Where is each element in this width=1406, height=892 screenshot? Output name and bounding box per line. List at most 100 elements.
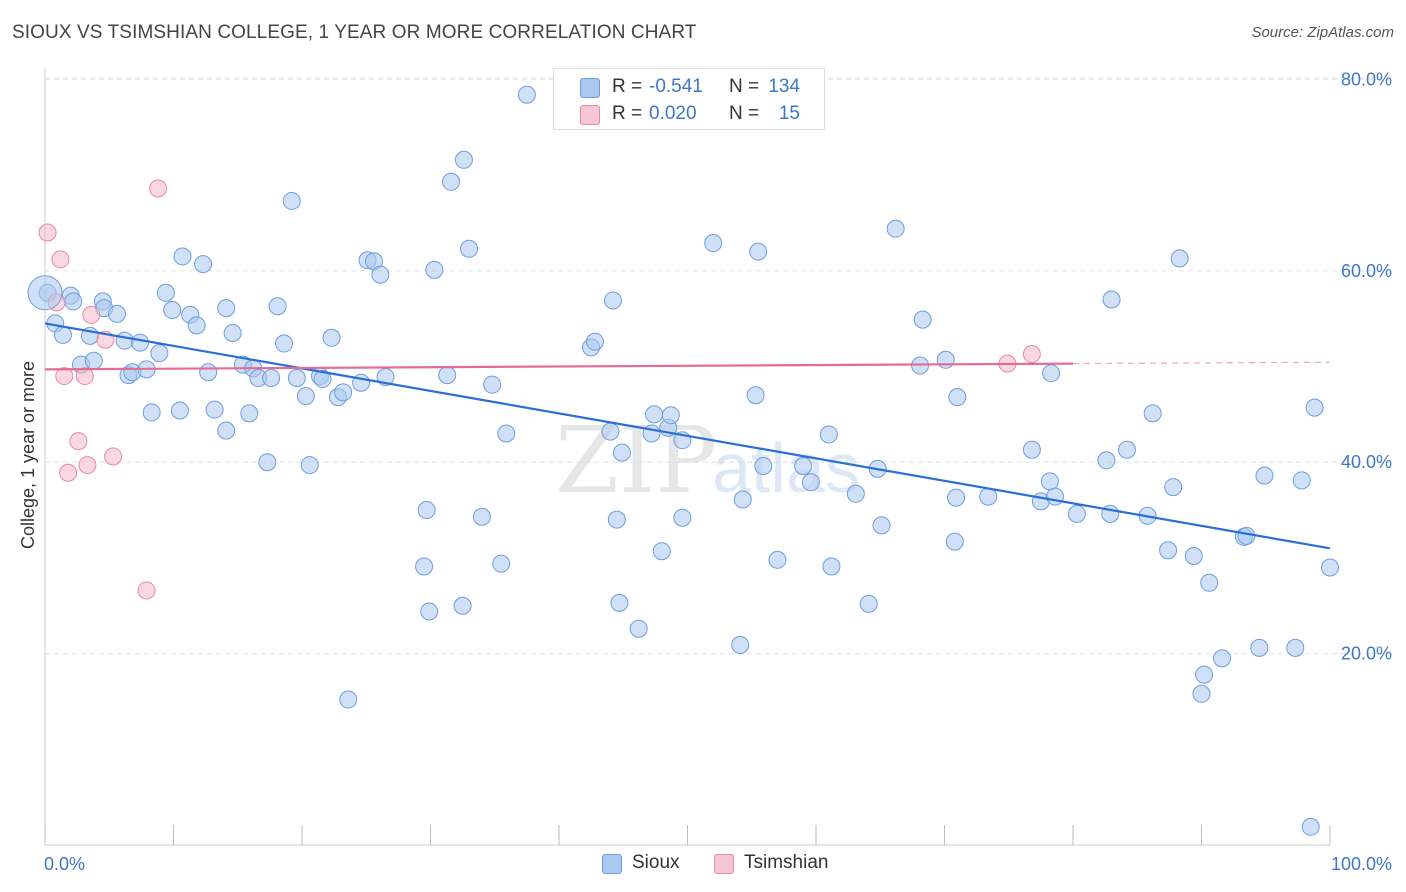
sioux-point xyxy=(822,557,841,576)
sioux-point xyxy=(262,368,281,387)
sioux-point xyxy=(612,443,631,462)
legend-n-label: N = xyxy=(729,103,760,124)
legend-n-value: 15 xyxy=(778,103,800,124)
tsimshian-swatch xyxy=(714,854,734,874)
sioux-point xyxy=(645,405,664,424)
sioux-point xyxy=(846,484,865,503)
tsimshian-swatch xyxy=(580,105,600,125)
sioux-point xyxy=(425,260,444,279)
sioux-point xyxy=(170,401,189,420)
sioux-point xyxy=(859,594,878,613)
sioux-point xyxy=(731,635,750,654)
sioux-point xyxy=(275,334,294,353)
bottom-legend-label: Tsimshian xyxy=(744,852,829,873)
sioux-point xyxy=(947,488,966,507)
tsimshian-point xyxy=(75,367,94,386)
sioux-point xyxy=(607,510,626,529)
sioux-point xyxy=(979,487,998,506)
sioux-point xyxy=(1097,451,1116,470)
sioux-point xyxy=(936,350,955,369)
sioux-point xyxy=(948,388,967,407)
sioux-point xyxy=(585,332,604,351)
tsimshian-point xyxy=(69,432,88,451)
sioux-point xyxy=(1200,573,1219,592)
y-tick-label: 80.0% xyxy=(1341,69,1392,89)
sioux-point xyxy=(610,593,629,612)
sioux-point xyxy=(1286,638,1305,657)
sioux-point xyxy=(258,453,277,472)
sioux-point xyxy=(1067,504,1086,523)
sioux-point xyxy=(1170,249,1189,268)
sioux-point xyxy=(673,508,692,527)
sioux-point xyxy=(287,368,306,387)
sioux-point xyxy=(205,400,224,419)
sioux-point xyxy=(1321,558,1339,577)
tsimshian-point xyxy=(82,305,101,324)
sioux-point xyxy=(1195,665,1214,684)
tsimshian-point xyxy=(59,463,78,482)
sioux-point xyxy=(438,366,457,385)
legend-row-sioux: R = -0.541 N = 134 xyxy=(554,74,824,100)
sioux-point xyxy=(1159,541,1178,560)
sioux-point xyxy=(704,234,723,253)
sioux-point xyxy=(107,304,126,323)
watermark-atlas: atlas xyxy=(712,429,860,507)
sioux-swatch xyxy=(602,854,622,874)
sioux-point xyxy=(749,242,768,261)
sioux-point xyxy=(223,324,242,343)
legend-r-value: -0.541 xyxy=(649,76,703,97)
y-tick-label: 60.0% xyxy=(1341,261,1392,281)
sioux-point xyxy=(1237,526,1256,545)
sioux-point xyxy=(483,375,502,394)
sioux-point-large xyxy=(27,275,63,311)
sioux-point xyxy=(217,421,236,440)
sioux-point xyxy=(115,331,134,350)
sioux-point xyxy=(472,507,491,526)
sioux-point xyxy=(1255,466,1274,485)
legend-n-value: 134 xyxy=(768,76,800,97)
sioux-point xyxy=(661,406,680,425)
x-tick-label: 100.0% xyxy=(1331,854,1392,874)
y-tick-label: 20.0% xyxy=(1341,644,1392,664)
sioux-point xyxy=(420,602,439,621)
sioux-point xyxy=(282,191,301,210)
sioux-point xyxy=(194,255,213,274)
sioux-point xyxy=(1192,684,1211,703)
source-attribution: Source: ZipAtlas.com xyxy=(1251,24,1394,41)
sioux-point xyxy=(872,516,891,535)
sioux-point xyxy=(1184,546,1203,565)
x-tick-label: 0.0% xyxy=(44,854,85,874)
sioux-point xyxy=(173,247,192,266)
sioux-point xyxy=(801,473,820,492)
tsimshian-point xyxy=(78,456,97,475)
tsimshian-point xyxy=(137,581,156,600)
sioux-point xyxy=(517,85,536,104)
sioux-point xyxy=(217,299,236,318)
sioux-point xyxy=(601,422,620,441)
sioux-point xyxy=(497,424,516,443)
chart-title: SIOUX VS TSIMSHIAN COLLEGE, 1 YEAR OR MO… xyxy=(12,22,697,43)
sioux-point xyxy=(1213,649,1232,668)
y-tick-label: 40.0% xyxy=(1341,452,1392,472)
legend-r-value: 0.020 xyxy=(649,103,697,124)
sioux-point xyxy=(1305,398,1324,417)
sioux-point xyxy=(1042,364,1061,383)
sioux-point xyxy=(64,292,83,311)
sioux-point xyxy=(371,265,390,284)
sioux-point xyxy=(754,457,773,476)
sioux-point xyxy=(492,554,511,573)
sioux-point xyxy=(156,283,175,302)
sioux-point xyxy=(142,403,161,422)
sioux-point xyxy=(768,550,787,569)
legend-r-label: R = xyxy=(612,103,643,124)
sioux-point xyxy=(945,532,964,551)
sioux-point xyxy=(1301,817,1320,836)
sioux-point xyxy=(794,457,813,476)
sioux-swatch xyxy=(580,78,600,98)
watermark-zip: ZIP xyxy=(555,407,717,514)
sioux-point xyxy=(322,328,341,347)
sioux-point xyxy=(746,386,765,405)
sioux-point xyxy=(187,316,206,335)
sioux-point xyxy=(163,301,182,320)
sioux-point xyxy=(453,596,472,615)
